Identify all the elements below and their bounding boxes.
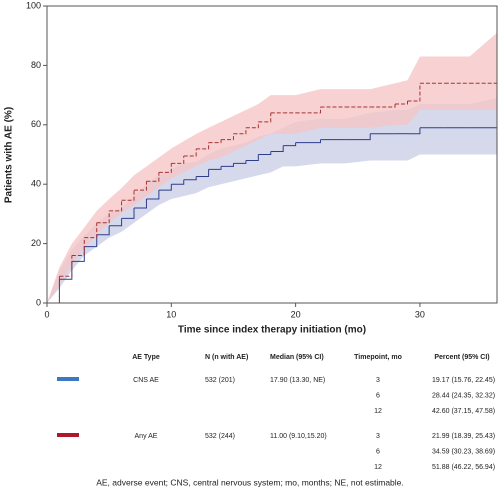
step-segment [233,127,247,135]
step-segment [407,127,421,135]
legend-swatch [57,377,79,381]
percent-ci: 42.60 (37.15, 47.58) [432,408,495,415]
y-tick-label: 40 [31,179,41,189]
timepoint: 6 [376,392,380,399]
x-tick-label: 10 [166,309,176,319]
step-segment [183,176,197,181]
ae-type: Any AE [135,433,158,440]
table-header: N (n with AE) [205,354,248,361]
median-ci: 11.00 (9.10,15.20) [270,433,327,440]
median-ci: 17.90 (13.30, NE) [270,377,325,384]
plot-frame [46,5,498,304]
step-segment [283,142,297,147]
n-with-ae: 532 (201) [205,377,235,384]
step-segment [84,234,98,248]
percent-ci: 19.17 (15.76, 22.45) [432,377,495,384]
step-segment [208,139,222,144]
timepoint: 12 [374,464,382,471]
y-tick-label: 100 [26,0,41,10]
table-header: Median (95% CI) [270,354,324,361]
step-segment [258,151,272,155]
ci-band [47,98,497,303]
step-segment [121,190,135,201]
step-segment [345,133,371,141]
step-segment [109,218,123,227]
step-segment [221,163,234,167]
step-segment [96,225,110,236]
y-tick-label: 0 [36,297,41,307]
step-segment [258,112,272,123]
n-with-ae: 532 (244) [205,433,235,440]
step-segment [171,179,185,185]
x-axis-title: Time since index therapy initiation (mo) [178,325,366,336]
timepoint: 6 [376,448,380,455]
legend-swatch [57,433,79,437]
table-header: AE Type [132,354,160,361]
step-segment [270,145,284,153]
step-segment [208,166,222,170]
step-segment [121,207,135,219]
step-segment [295,139,321,144]
step-segment [295,106,321,114]
percent-ci: 28.44 (24.35, 32.32) [432,392,495,399]
step-segment [407,83,421,102]
step-segment [370,104,396,108]
step-segment [196,142,210,150]
step-segment [84,222,98,239]
step-segment [134,199,147,209]
timepoint: 3 [376,433,380,440]
table-header: Percent (95% CI) [434,354,489,361]
step-segment [171,155,185,164]
step-segment [71,237,85,256]
percent-ci: 51.88 (46.22, 56.94) [432,464,495,471]
percent-ci: 34.59 (30.23, 38.69) [432,448,495,455]
step-segment [245,121,259,129]
step-segment [221,133,234,141]
step-segment [233,160,247,164]
y-axis-title: Patients with AE (%) [4,107,15,203]
step-segment [146,172,160,182]
step-segment [59,255,73,277]
step-segment [109,200,123,212]
step-segment [196,169,210,177]
y-tick-label: 20 [31,238,41,248]
y-tick-label: 80 [31,60,41,70]
step-segment [146,190,160,200]
timepoint: 3 [376,377,380,384]
step-segment [158,184,172,191]
x-tick-label: 30 [415,309,425,319]
x-tick-label: 20 [291,309,301,319]
timepoint: 12 [374,408,382,415]
step-segment [96,210,110,224]
ae-type: CNS AE [133,377,159,384]
step-segment [245,154,259,161]
step-segment [134,181,147,191]
ci-band [47,32,497,303]
step-segment [71,246,85,262]
x-tick-label: 0 [44,309,49,319]
step-segment [183,148,197,157]
y-tick-label: 60 [31,119,41,129]
step-segment [158,163,172,173]
table-header: Timepoint, mo [354,354,402,361]
step-segment [395,101,408,105]
footnote: AE, adverse event; CNS, central nervous … [96,477,404,487]
percent-ci: 21.99 (18.39, 25.43) [432,433,495,440]
